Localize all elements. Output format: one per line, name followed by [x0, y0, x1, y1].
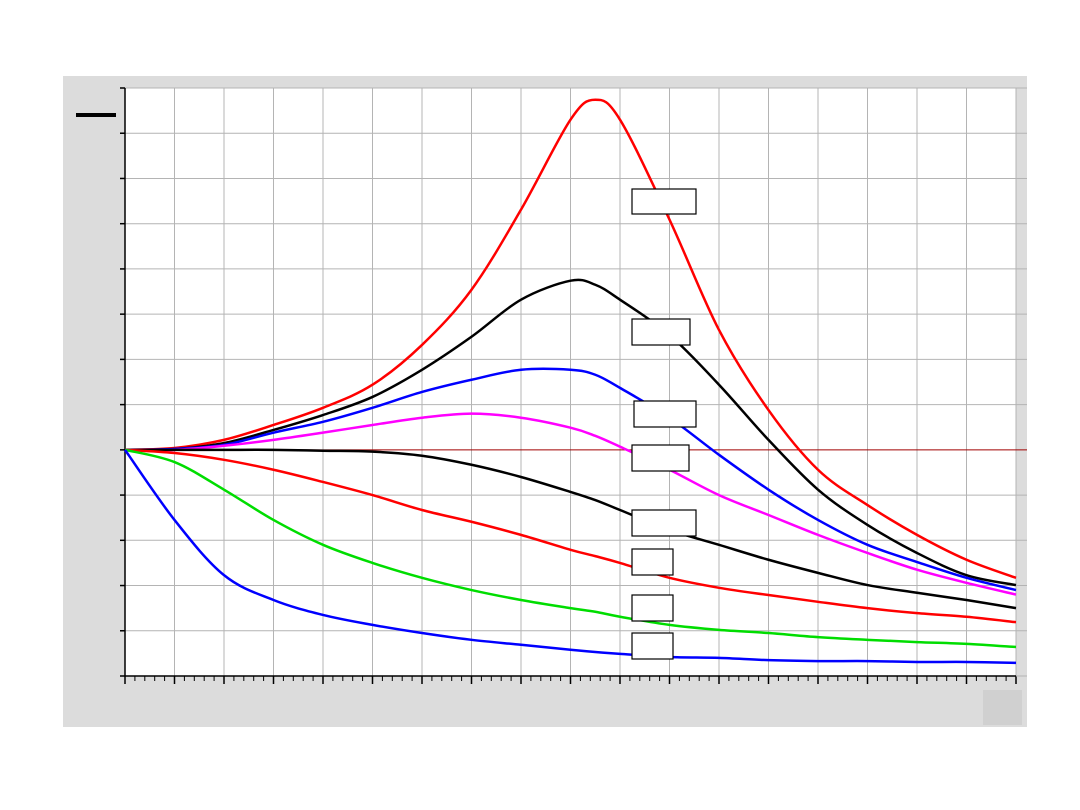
series-line [124, 448, 1017, 649]
label-box [631, 318, 691, 346]
lines [123, 98, 1017, 665]
series-line [123, 449, 1017, 665]
series-line [124, 412, 1017, 596]
label-box [631, 188, 697, 215]
corner-box [983, 690, 1022, 725]
label-box [631, 548, 674, 576]
series-line [124, 448, 1017, 624]
grid [120, 87, 1027, 684]
label-box [631, 444, 690, 472]
label-box [633, 400, 697, 428]
label-box [631, 632, 674, 660]
series-line [124, 98, 1017, 580]
label-box [631, 594, 674, 622]
series-line [124, 278, 1017, 587]
series-line [125, 448, 1017, 610]
label-boxes [631, 188, 697, 660]
series-line [124, 367, 1017, 592]
label-box [631, 509, 697, 537]
